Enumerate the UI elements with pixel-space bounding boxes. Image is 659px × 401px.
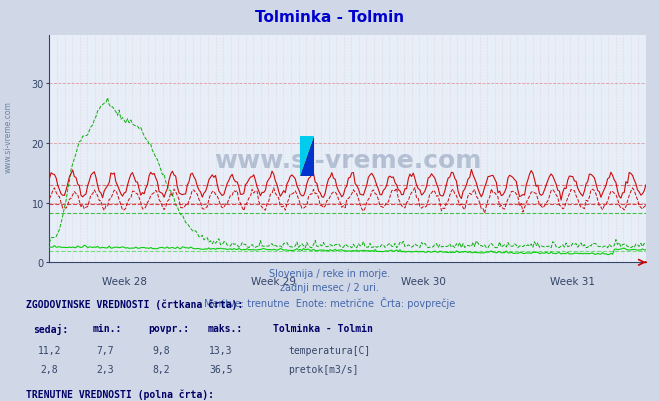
Text: pretok[m3/s]: pretok[m3/s] xyxy=(288,364,358,374)
Text: Tolminka - Tolmin: Tolminka - Tolmin xyxy=(255,10,404,25)
Text: Week 29: Week 29 xyxy=(251,276,296,286)
Text: www.si-vreme.com: www.si-vreme.com xyxy=(3,101,13,172)
Text: povpr.:: povpr.: xyxy=(148,323,189,333)
Text: temperatura[C]: temperatura[C] xyxy=(288,345,370,355)
Text: 2,8: 2,8 xyxy=(41,364,58,374)
Text: 11,2: 11,2 xyxy=(38,345,61,355)
Text: Week 28: Week 28 xyxy=(101,276,147,286)
Text: 8,2: 8,2 xyxy=(153,364,170,374)
Text: Week 31: Week 31 xyxy=(550,276,595,286)
Polygon shape xyxy=(300,136,314,176)
Polygon shape xyxy=(300,136,314,176)
Text: Slovenija / reke in morje.: Slovenija / reke in morje. xyxy=(269,268,390,278)
Text: zadnji mesec / 2 uri.: zadnji mesec / 2 uri. xyxy=(280,282,379,292)
Text: 9,8: 9,8 xyxy=(153,345,170,355)
Text: 7,7: 7,7 xyxy=(97,345,114,355)
Text: Meritve: trenutne  Enote: metrične  Črta: povprečje: Meritve: trenutne Enote: metrične Črta: … xyxy=(204,297,455,309)
Text: Tolminka - Tolmin: Tolminka - Tolmin xyxy=(273,323,374,333)
Text: ZGODOVINSKE VREDNOSTI (črtkana črta):: ZGODOVINSKE VREDNOSTI (črtkana črta): xyxy=(26,299,244,309)
Text: www.si-vreme.com: www.si-vreme.com xyxy=(214,149,481,173)
Text: 36,5: 36,5 xyxy=(209,364,233,374)
Text: 13,3: 13,3 xyxy=(209,345,233,355)
Text: 2,3: 2,3 xyxy=(97,364,114,374)
Text: Week 30: Week 30 xyxy=(401,276,445,286)
Text: sedaj:: sedaj: xyxy=(33,323,68,334)
Text: min.:: min.: xyxy=(92,323,122,333)
Text: TRENUTNE VREDNOSTI (polna črta):: TRENUTNE VREDNOSTI (polna črta): xyxy=(26,388,214,399)
Text: maks.:: maks.: xyxy=(208,323,243,333)
